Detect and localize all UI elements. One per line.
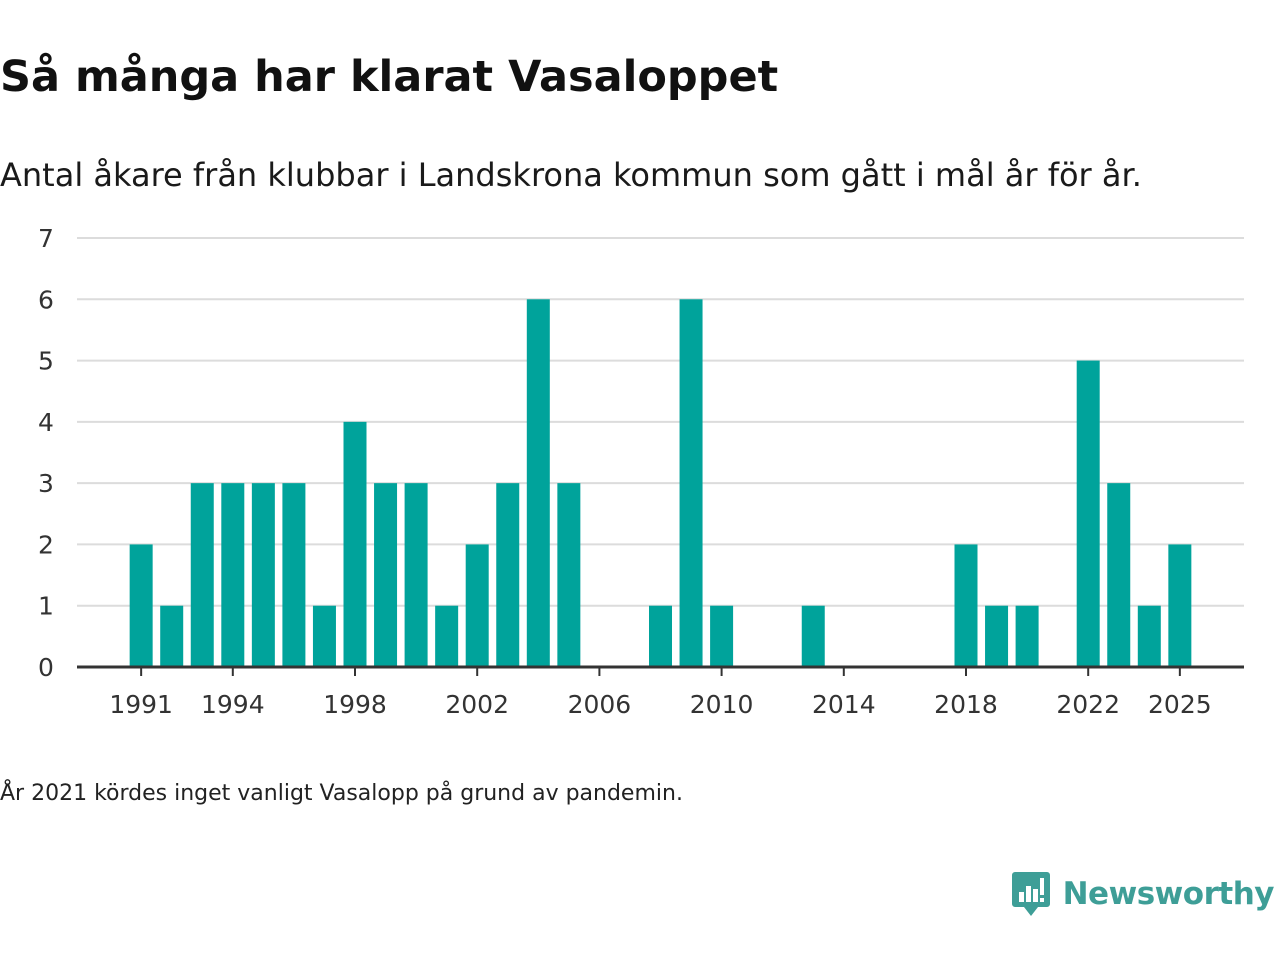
- bar-1999: [374, 483, 398, 667]
- y-axis-labels: 0 1 2 3 4 5 6 7: [38, 224, 54, 682]
- bar-2013: [801, 605, 825, 667]
- y-tick-label: 0: [38, 653, 54, 682]
- footnote: År 2021 kördes inget vanligt Vasalopp på…: [0, 781, 683, 806]
- bar-1992: [160, 605, 184, 667]
- y-tick-label: 6: [38, 285, 54, 314]
- newsworthy-brand[interactable]: Newsworthy: [1011, 870, 1275, 918]
- bar-2018: [954, 544, 978, 667]
- chart-title: Så många har klarat Vasaloppet: [0, 52, 779, 102]
- x-tick-label: 2025: [1148, 690, 1212, 719]
- bar-2004: [526, 299, 550, 667]
- bar-1996: [282, 483, 306, 667]
- bar-2009: [679, 299, 703, 667]
- bar-2008: [649, 605, 672, 667]
- bar-2003: [496, 483, 520, 667]
- x-tick-label: 1994: [201, 690, 265, 719]
- x-axis-ticks: [140, 667, 1181, 676]
- y-tick-label: 1: [38, 592, 54, 621]
- x-tick-label: 2002: [445, 690, 509, 719]
- x-tick-label: 1998: [323, 690, 387, 719]
- bar-2002: [465, 544, 489, 667]
- x-tick-label: 2010: [690, 690, 754, 719]
- bar-1994: [221, 483, 245, 667]
- bar-2000: [404, 483, 428, 667]
- bar-2020: [1015, 605, 1039, 667]
- bar-2001: [435, 605, 459, 667]
- x-tick-label: 2006: [568, 690, 632, 719]
- bar-1998: [343, 421, 367, 667]
- bar-2019: [985, 605, 1009, 667]
- x-tick-label: 2018: [934, 690, 998, 719]
- bars: [129, 299, 1192, 667]
- brand-name: Newsworthy: [1062, 876, 1275, 912]
- bar-2005: [557, 483, 581, 667]
- newsworthy-logo-icon: [1011, 872, 1050, 916]
- bar-1991: [129, 544, 153, 667]
- bar-1993: [190, 483, 214, 667]
- x-tick-label: 2022: [1056, 690, 1120, 719]
- y-tick-label: 5: [38, 347, 54, 376]
- x-tick-label: 1991: [109, 690, 173, 719]
- y-tick-label: 4: [38, 408, 54, 437]
- x-tick-label: 2014: [812, 690, 876, 719]
- bar-1995: [251, 483, 275, 667]
- bar-2023: [1107, 483, 1131, 667]
- chart-subtitle: Antal åkare från klubbar i Landskrona ko…: [0, 156, 1142, 194]
- y-tick-label: 3: [38, 469, 54, 498]
- bar-2022: [1076, 360, 1100, 667]
- y-tick-label: 2: [38, 530, 54, 559]
- y-tick-label: 7: [38, 224, 54, 253]
- bar-2024: [1137, 605, 1161, 667]
- bar-2025: [1168, 544, 1192, 667]
- bar-2010: [710, 605, 734, 667]
- x-axis-labels: 1991 1994 1998 2002 2006 2010 2014 2018 2022 2025: [109, 690, 1211, 719]
- bar-1997: [312, 605, 336, 667]
